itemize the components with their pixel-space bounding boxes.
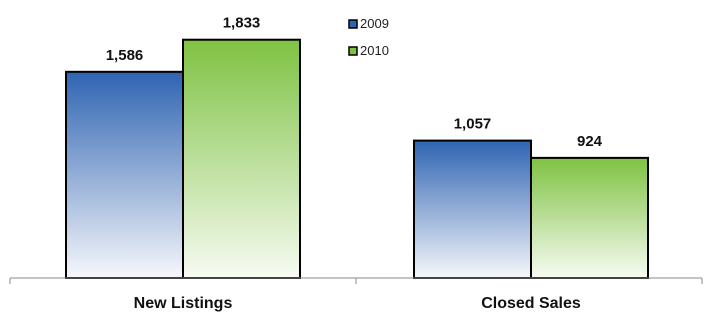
bars-group: [65, 38, 649, 280]
value-label-closed-sales-2010: 924: [577, 133, 603, 150]
value-label-closed-sales-2009: 1,057: [454, 116, 492, 133]
bar-closed-sales-2009: [413, 139, 532, 279]
legend: 2009 2010: [348, 16, 389, 58]
category-label-new-listings: New Listings: [134, 295, 233, 312]
legend-swatch-2009: [348, 19, 358, 29]
bar-closed-sales-2010: [530, 156, 649, 280]
value-labels-group: 1,586 1,833 1,057 924: [106, 15, 603, 150]
legend-label-2010: 2010: [360, 43, 389, 58]
legend-label-2009: 2009: [360, 16, 389, 31]
category-label-closed-sales: Closed Sales: [481, 295, 581, 312]
bar-new-listings-2009: [65, 70, 184, 279]
value-label-new-listings-2009: 1,586: [106, 47, 144, 64]
category-labels-group: New Listings Closed Sales: [134, 295, 581, 312]
legend-swatch-2010: [348, 46, 358, 56]
value-label-new-listings-2010: 1,833: [223, 15, 261, 32]
bar-new-listings-2010: [182, 38, 301, 279]
